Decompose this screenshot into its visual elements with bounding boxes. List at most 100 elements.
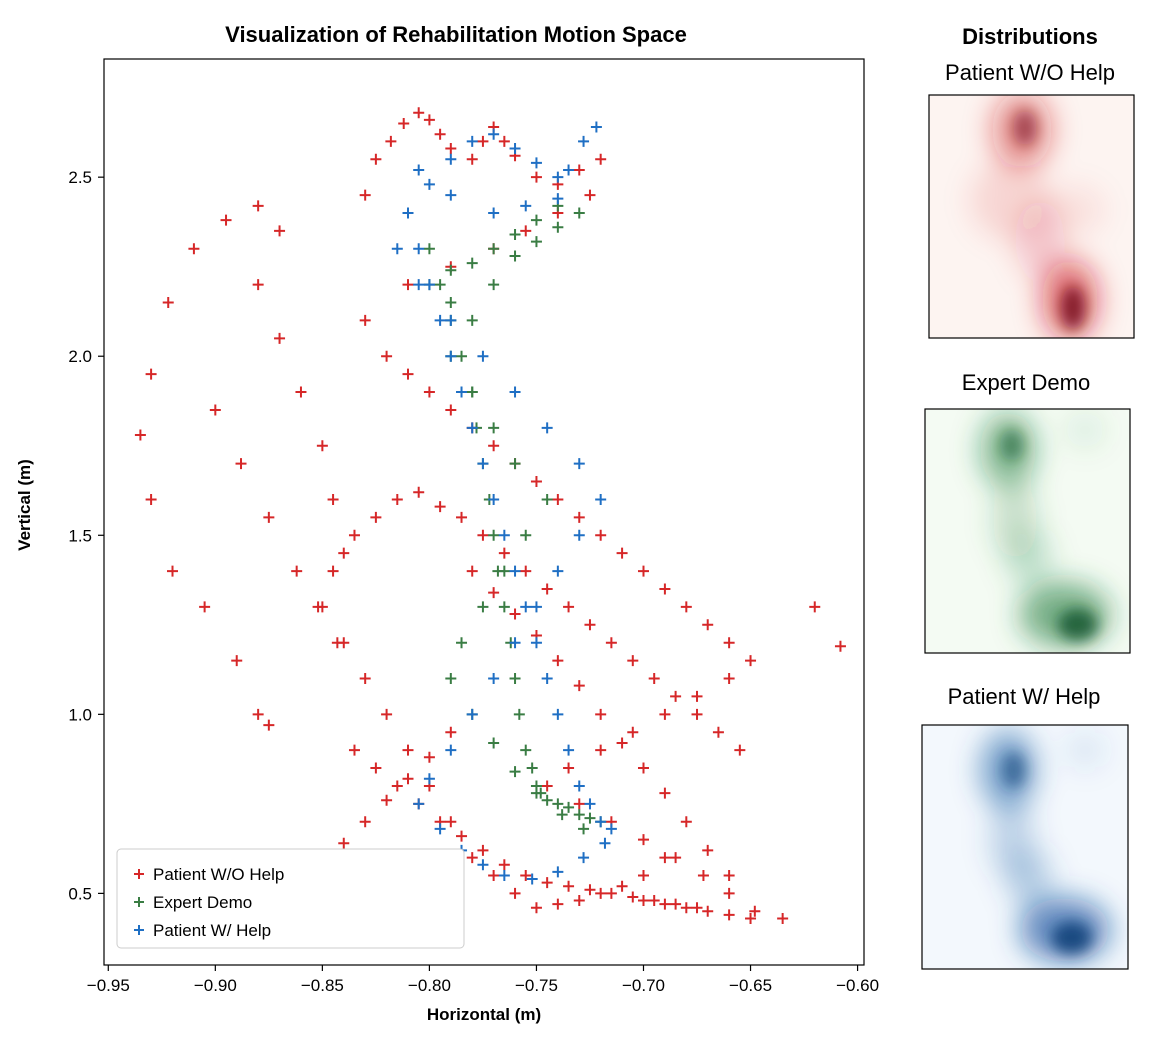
data-point [530, 476, 542, 488]
data-point [423, 751, 435, 763]
data-point [252, 708, 264, 720]
data-point [370, 762, 382, 774]
data-point [595, 744, 607, 756]
data-point [556, 809, 568, 821]
data-point [573, 798, 585, 810]
data-point [498, 565, 510, 577]
data-point [509, 143, 521, 155]
data-point [578, 135, 590, 147]
data-point [573, 529, 585, 541]
data-point [235, 458, 247, 470]
data-point [423, 773, 435, 785]
data-point [498, 859, 510, 871]
y-tick-label: 1.0 [68, 705, 92, 724]
data-point [263, 719, 275, 731]
data-point [423, 279, 435, 291]
data-point [670, 852, 682, 864]
data-point [530, 787, 542, 799]
data-point [573, 809, 585, 821]
x-tick-label: −0.65 [729, 976, 772, 995]
data-point [498, 601, 510, 613]
panel-frame-expert-demo [924, 408, 1131, 654]
data-point [434, 279, 446, 291]
data-point [723, 909, 735, 921]
data-point [530, 637, 542, 649]
data-point [445, 726, 457, 738]
data-point [359, 189, 371, 201]
data-point [252, 200, 264, 212]
data-point [680, 902, 692, 914]
data-point [526, 762, 538, 774]
data-point [670, 898, 682, 910]
x-axis-label: Horizontal (m) [427, 1005, 541, 1024]
data-point [445, 297, 457, 309]
data-point [520, 225, 532, 237]
panel-frame-patient-wo-help [928, 94, 1135, 339]
data-point [488, 673, 500, 685]
data-point [509, 565, 521, 577]
data-point [809, 601, 821, 613]
x-tick-label: −0.60 [836, 976, 879, 995]
data-point [605, 887, 617, 899]
data-point [370, 153, 382, 165]
data-point [680, 601, 692, 613]
data-point [445, 673, 457, 685]
data-point [552, 221, 564, 233]
data-point [445, 264, 457, 276]
data-point [274, 332, 286, 344]
data-point [456, 830, 468, 842]
data-point [552, 798, 564, 810]
data-point [584, 812, 596, 824]
data-point [498, 135, 510, 147]
data-point [697, 869, 709, 881]
data-point [423, 243, 435, 255]
data-point [402, 368, 414, 380]
density-patient-w-help [922, 725, 1128, 969]
data-point [252, 279, 264, 291]
legend: Patient W/O Help Expert Demo Patient W/ He… [116, 848, 465, 949]
data-point [541, 780, 553, 792]
data-point [477, 859, 489, 871]
data-point [627, 891, 639, 903]
data-point [445, 314, 457, 326]
data-point [552, 866, 564, 878]
data-point [434, 128, 446, 140]
data-point [381, 708, 393, 720]
data-point [509, 637, 521, 649]
data-point [209, 404, 221, 416]
data-point [263, 511, 275, 523]
data-point [167, 565, 179, 577]
data-point [573, 780, 585, 792]
legend-marker [134, 897, 144, 907]
x-tick-label: −0.80 [408, 976, 451, 995]
data-point [477, 458, 489, 470]
data-point [231, 655, 243, 667]
data-point [509, 887, 521, 899]
data-point [745, 655, 757, 667]
x-tick-label: −0.70 [622, 976, 665, 995]
data-point [466, 314, 478, 326]
data-point [434, 823, 446, 835]
data-point [659, 898, 671, 910]
data-point [595, 887, 607, 899]
data-point [423, 114, 435, 126]
data-point [777, 912, 789, 924]
data-point [749, 905, 761, 917]
data-point [552, 565, 564, 577]
data-point [509, 228, 521, 240]
data-point [520, 565, 532, 577]
data-point [573, 458, 585, 470]
data-point [530, 902, 542, 914]
data-point [552, 708, 564, 720]
data-point [498, 529, 510, 541]
data-point [274, 225, 286, 237]
data-point [595, 708, 607, 720]
data-point [530, 157, 542, 169]
data-point [477, 350, 489, 362]
data-point [413, 798, 425, 810]
data-point [659, 708, 671, 720]
data-point [691, 902, 703, 914]
data-point [637, 762, 649, 774]
legend-label: Patient W/ Help [153, 921, 271, 940]
